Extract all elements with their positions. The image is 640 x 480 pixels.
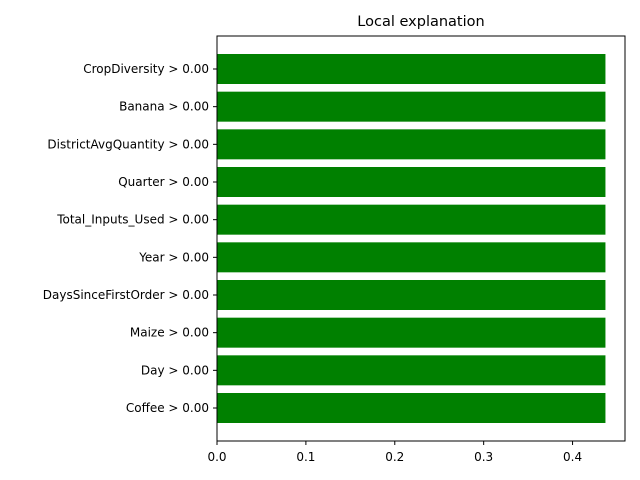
y-tick-label: DaysSinceFirstOrder > 0.00: [43, 288, 209, 302]
x-tick-label: 0.0: [207, 450, 226, 464]
y-tick-label: Quarter > 0.00: [118, 175, 209, 189]
bar-4: [217, 204, 606, 235]
chart-title: Local explanation: [357, 14, 484, 30]
bar-5: [217, 242, 606, 273]
bar-6: [217, 280, 606, 310]
bar-8: [217, 355, 606, 386]
x-tick-label: 0.3: [474, 450, 493, 464]
y-tick-label: Total_Inputs_Used > 0.00: [56, 213, 209, 227]
bar-0: [217, 54, 606, 84]
bar-7: [217, 317, 606, 348]
y-tick-label: Maize > 0.00: [130, 326, 209, 340]
bar-1: [217, 91, 606, 122]
plot-frame: [216, 35, 626, 442]
y-tick-label: Year > 0.00: [138, 250, 209, 264]
y-tick-label: Day > 0.00: [141, 363, 209, 377]
x-tick-label: 0.2: [385, 450, 404, 464]
bar-9: [217, 393, 606, 423]
y-tick-label: DistrictAvgQuantity > 0.00: [47, 137, 209, 151]
bar-2: [217, 129, 606, 160]
x-tick-label: 0.4: [563, 450, 582, 464]
y-tick-label: Coffee > 0.00: [126, 401, 209, 415]
y-tick-label: Banana > 0.00: [119, 100, 209, 114]
x-tick-label: 0.1: [296, 450, 315, 464]
y-tick-label: CropDiversity > 0.00: [83, 62, 209, 76]
bar-3: [217, 167, 606, 197]
